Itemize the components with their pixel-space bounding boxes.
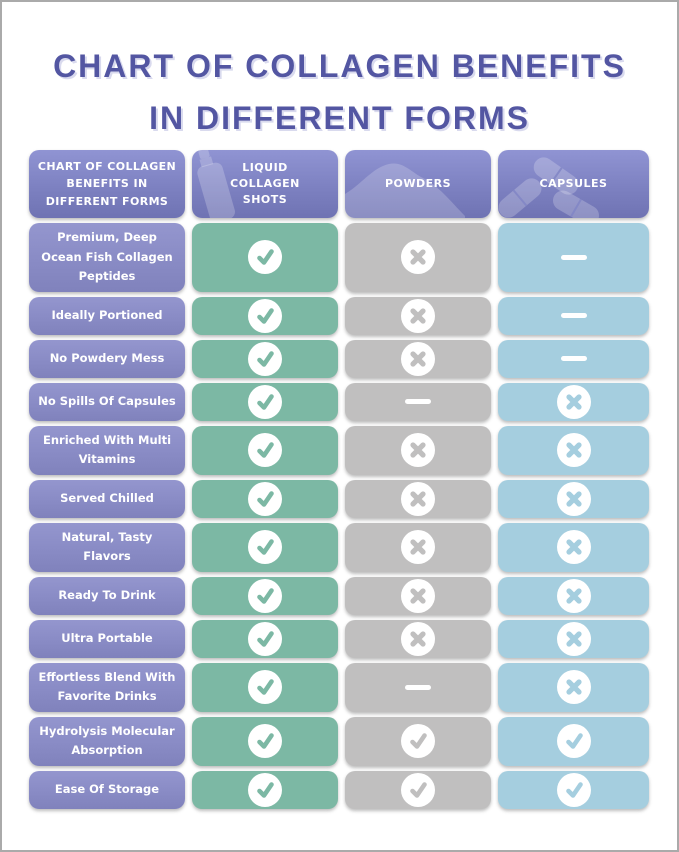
value-cell [498,716,649,767]
cross-icon [401,578,435,613]
cross-icon [401,621,435,656]
row-label: Premium, Deep Ocean Fish Collagen Peptid… [29,223,185,292]
check-icon [556,773,591,808]
row-label: Hydrolysis Molecular Absorption [29,716,185,767]
page-title-line2: IN DIFFERENT FORMS [149,100,530,136]
value-cell [345,425,491,475]
value-cell [498,382,649,421]
row-label: No Spills Of Capsules [29,382,185,421]
check-icon [248,724,282,759]
value-cell [192,771,338,810]
row-label: Served Chilled [29,479,185,518]
row-label: Natural, Tasty Flavors [29,522,185,572]
cross-icon [401,530,435,565]
row-label: Ready To Drink [29,576,185,615]
value-cell [498,771,649,810]
value-cell [192,339,338,378]
check-icon [248,578,282,613]
column-header-label: CAPSULES [539,177,608,191]
value-cell [192,619,338,658]
check-icon [556,724,591,759]
value-cell [345,619,491,658]
cross-icon [401,298,435,333]
page-title: CHART OF COLLAGEN BENEFITS IN DIFFERENT … [0,40,679,144]
row-label: Ease Of Storage [29,771,185,810]
value-cell [192,522,338,572]
row-label: Ideally Portioned [29,296,185,335]
value-cell [498,662,649,712]
value-cell [498,223,649,292]
check-icon [248,298,282,333]
row-label: Enriched With Multi Vitamins [29,425,185,475]
cross-icon [556,578,591,613]
value-cell [192,425,338,475]
cross-icon [556,384,591,419]
cross-icon [401,341,435,376]
check-icon [401,724,435,759]
dash-icon [405,684,431,690]
check-icon [248,530,282,565]
check-icon [248,670,282,705]
value-cell [345,522,491,572]
value-cell [498,619,649,658]
row-label: No Powdery Mess [29,339,185,378]
value-cell [498,425,649,475]
check-icon [248,773,282,808]
check-icon [248,433,282,468]
column-header-powders: POWDERS [345,150,491,218]
value-cell [498,296,649,335]
value-cell [345,576,491,615]
cross-icon [556,530,591,565]
column-header-label: LIQUID COLLAGEN SHOTS [230,161,300,206]
corner-header-line: DIFFERENT FORMS [45,194,169,208]
corner-header-line: BENEFITS IN [66,177,148,191]
value-cell [345,339,491,378]
cross-icon [556,433,591,468]
dash-icon [560,254,587,260]
cross-icon [401,481,435,516]
cross-icon [401,240,435,275]
value-cell [192,716,338,767]
comparison-table: CHART OF COLLAGEN BENEFITS IN DIFFERENT FO… [29,150,649,810]
value-cell [498,576,649,615]
value-cell [345,296,491,335]
dash-icon [560,313,587,319]
check-icon [248,341,282,376]
dash-icon [560,356,587,362]
value-cell [345,662,491,712]
check-icon [248,240,282,275]
value-cell [192,479,338,518]
page-title-line1: CHART OF COLLAGEN BENEFITS [53,48,626,84]
check-icon [248,621,282,656]
corner-header-line: CHART OF COLLAGEN [37,159,177,173]
row-label: Effortless Blend With Favorite Drinks [29,662,185,712]
value-cell [345,716,491,767]
cross-icon [556,481,591,516]
check-icon [401,773,435,808]
value-cell [498,522,649,572]
check-icon [248,481,282,516]
value-cell [345,479,491,518]
value-cell [192,662,338,712]
column-header-label: POWDERS [384,177,452,191]
dash-icon [405,399,431,405]
value-cell [345,382,491,421]
column-header-liquid-collagen-shots: LIQUID COLLAGEN SHOTS [192,150,338,218]
check-icon [248,384,282,419]
value-cell [345,771,491,810]
column-header-capsules: CAPSULES [498,150,649,218]
value-cell [192,223,338,292]
cross-icon [556,621,591,656]
cross-icon [401,433,435,468]
value-cell [192,382,338,421]
value-cell [192,296,338,335]
value-cell [345,223,491,292]
value-cell [498,479,649,518]
value-cell [192,576,338,615]
table-corner-header: CHART OF COLLAGEN BENEFITS IN DIFFERENT FO… [29,150,185,218]
value-cell [498,339,649,378]
cross-icon [556,670,591,705]
row-label: Ultra Portable [29,619,185,658]
